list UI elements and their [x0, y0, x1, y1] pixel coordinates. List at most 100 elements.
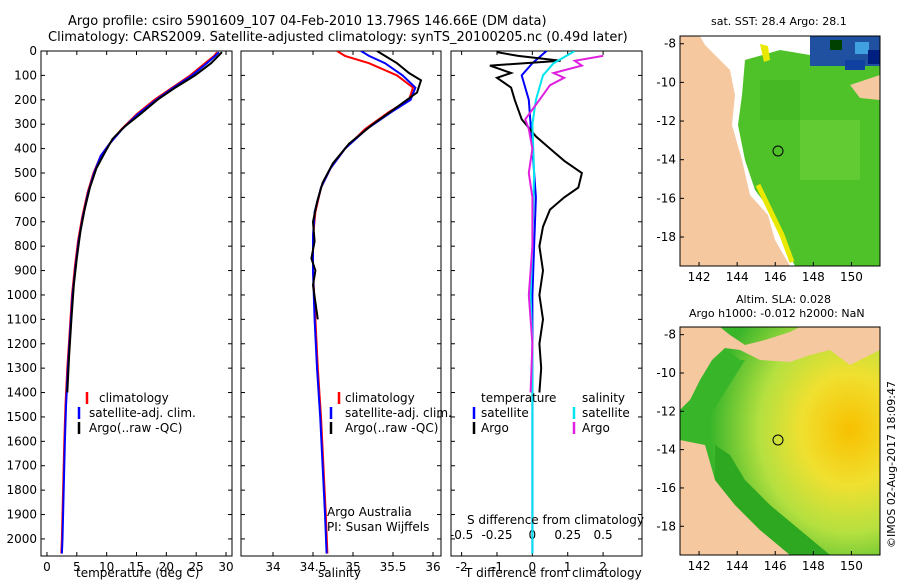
map2-frame	[679, 326, 881, 556]
profile-lines	[60, 51, 604, 554]
difference-xlabel: T difference from climatology	[464, 566, 642, 580]
map2-title-line2: Argo h1000: -0.012 h2000: NaN	[689, 307, 865, 320]
xtick-top-label: -0.25	[481, 528, 512, 542]
map1-title: sat. SST: 28.4 Argo: 28.1	[711, 15, 847, 28]
map-ytick-label: -10	[656, 75, 676, 89]
ytick-label: 700	[14, 215, 37, 229]
legend-temp-argo: Argo	[481, 421, 509, 435]
map-xtick-label: 142	[688, 270, 711, 284]
map-xtick-label: 146	[764, 270, 787, 284]
salinity-axes	[240, 50, 442, 557]
map-ytick-label: -8	[664, 37, 676, 51]
ytick-label: 600	[14, 190, 37, 204]
legend-argo-1: Argo(..raw -QC)	[89, 421, 182, 435]
legend-argo-2: Argo(..raw -QC)	[345, 421, 438, 435]
xtick-label: 34	[265, 560, 280, 574]
xtick-label: 35	[345, 560, 360, 574]
difference-legend: temperature salinity satellite Argo sate…	[472, 391, 630, 435]
legend-header-temperature: temperature	[481, 391, 556, 405]
ytick-label: 900	[14, 264, 37, 278]
ytick-label: 1700	[6, 459, 37, 473]
xtick-label: 36	[425, 560, 440, 574]
xtick-label: 34.5	[300, 560, 327, 574]
map-ytick-label: -8	[664, 328, 676, 342]
legend-sal-argo: Argo	[582, 421, 610, 435]
xtick-label: 20	[159, 560, 174, 574]
xtick-top-label: 0.25	[554, 528, 581, 542]
map-xtick-label: 146	[764, 559, 787, 573]
difference-axes	[450, 50, 643, 557]
ytick-label: 1400	[6, 386, 37, 400]
ytick-label: 2000	[6, 532, 37, 546]
map-ytick-label: -16	[656, 481, 676, 495]
map-xtick-label: 148	[802, 559, 825, 573]
legend-temp-satellite: satellite	[481, 406, 529, 420]
ytick-label: 200	[14, 93, 37, 107]
map-ytick-label: -14	[656, 443, 676, 457]
map-ytick-label: -14	[656, 153, 676, 167]
xtick-label: 1	[564, 560, 572, 574]
annotation-argo-australia: Argo Australia	[327, 505, 412, 519]
map-ytick-label: -12	[656, 404, 676, 418]
map-xtick-label: 144	[726, 559, 749, 573]
xtick-label: 5	[73, 560, 81, 574]
map-ytick-label: -12	[656, 114, 676, 128]
ytick-label: 500	[14, 166, 37, 180]
xtick-label: 2	[599, 560, 607, 574]
xtick-label: 25	[189, 560, 204, 574]
watermark: ©IMOS 02-Aug-2017 18:09:47	[885, 381, 898, 548]
ytick-label: 800	[14, 239, 37, 253]
map-ytick-label: -18	[656, 519, 676, 533]
map1-frame	[679, 35, 881, 267]
ytick-label: 0	[29, 44, 37, 58]
ytick-label: 1500	[6, 410, 37, 424]
salinity-xlabel: salinity	[318, 566, 361, 580]
axis-ticks: 0100200300400500600700800900100011001200…	[6, 44, 642, 574]
series-line	[312, 51, 415, 554]
salinity-legend: climatology satellite-adj. clim. Argo(..…	[327, 391, 452, 534]
ytick-label: 1000	[6, 288, 37, 302]
temperature-legend: climatology satellite-adj. clim. Argo(..…	[77, 391, 196, 435]
xtick-label: -1	[491, 560, 503, 574]
legend-satellite-1: satellite-adj. clim.	[89, 406, 196, 420]
legend-climatology-2: climatology	[345, 391, 415, 405]
series-line	[60, 51, 218, 554]
ytick-label: 1300	[6, 361, 37, 375]
difference-xlabel-top: S difference from climatology	[467, 513, 644, 527]
map-ytick-label: -18	[656, 230, 676, 244]
figure-title-line2: Climatology: CARS2009. Satellite-adjuste…	[48, 30, 628, 45]
ytick-label: 100	[14, 68, 37, 82]
xtick-label: 0	[529, 560, 537, 574]
map2-title-line1: Altim. SLA: 0.028	[736, 293, 831, 306]
legend-climatology-1: climatology	[99, 391, 169, 405]
series-line	[520, 51, 548, 554]
xtick-label: -2	[456, 560, 468, 574]
legend-sal-satellite: satellite	[582, 406, 630, 420]
legend-satellite-2: satellite-adj. clim.	[345, 406, 452, 420]
map-ytick-label: -10	[656, 366, 676, 380]
series-line	[66, 51, 223, 393]
map-xtick-label: 142	[688, 559, 711, 573]
ytick-label: 400	[14, 142, 37, 156]
figure-title-line1: Argo profile: csiro 5901609_107 04-Feb-2…	[68, 14, 547, 29]
map-xtick-label: 144	[726, 270, 749, 284]
map-xtick-label: 148	[802, 270, 825, 284]
series-line	[529, 51, 576, 554]
temperature-axes	[40, 50, 233, 557]
ytick-label: 1200	[6, 337, 37, 351]
ytick-label: 1600	[6, 434, 37, 448]
xtick-label: 35.5	[380, 560, 407, 574]
xtick-label: 30	[218, 560, 233, 574]
temperature-xlabel: temperature (deg C)	[76, 566, 199, 580]
map-ticks: 142 144 146 148 150 -8 -10 -12 -14 -16 -18 142 144 14…	[656, 37, 862, 573]
ytick-label: 1800	[6, 483, 37, 497]
xtick-label: 15	[129, 560, 144, 574]
series-line	[489, 51, 584, 393]
series-line	[524, 54, 604, 393]
ytick-label: 1900	[6, 508, 37, 522]
annotation-pi: PI: Susan Wijffels	[327, 520, 429, 534]
legend-header-salinity: salinity	[582, 391, 625, 405]
ytick-label: 300	[14, 117, 37, 131]
series-line	[310, 51, 423, 320]
